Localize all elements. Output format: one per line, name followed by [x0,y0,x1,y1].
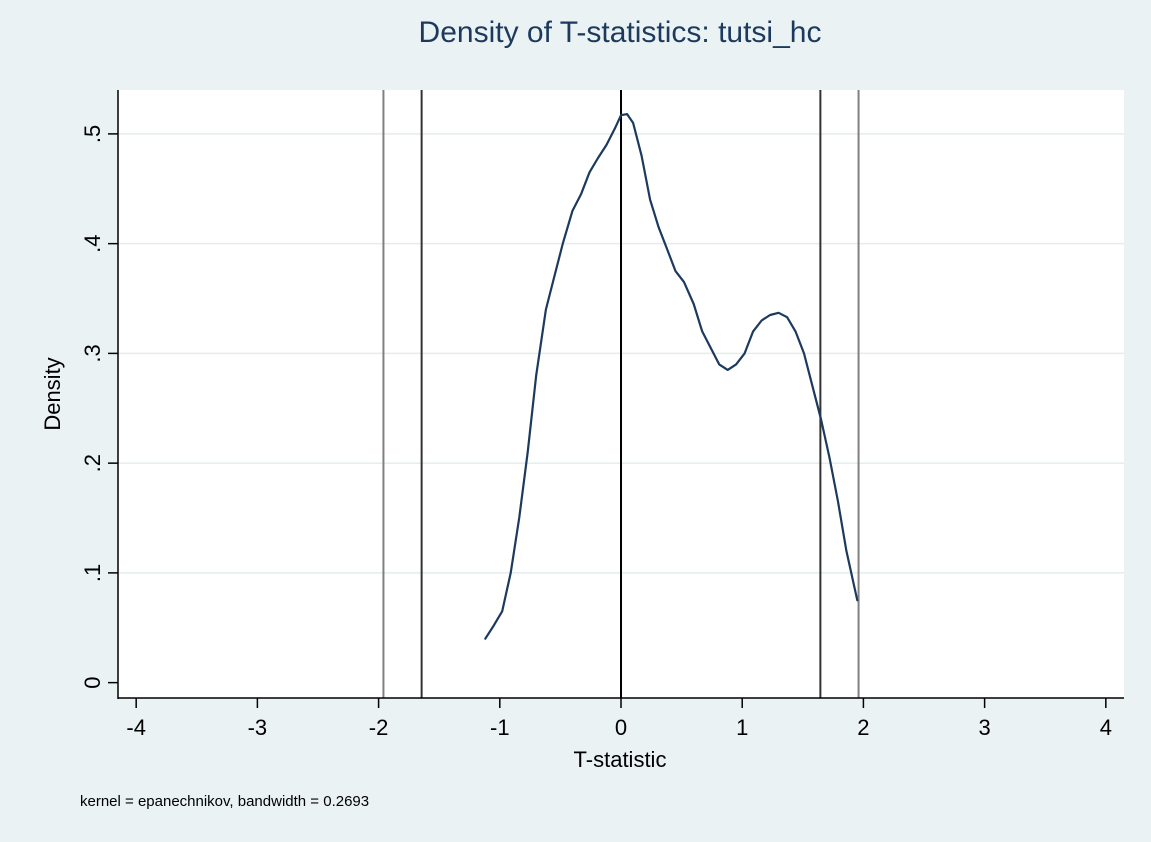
density-series [484,112,859,640]
x-tick-label-3: -1 [490,715,510,740]
x-axis-ticks: -4 -3 -2 -1 0 1 2 3 4 [126,698,1112,740]
x-tick-label-5: 1 [736,715,748,740]
x-tick-label-6: 2 [857,715,869,740]
y-tick-label-4: .4 [80,234,105,252]
reference-lines [382,90,860,698]
x-tick-label-8: 4 [1100,715,1112,740]
y-axis-ticks: 0 .1 .2 .3 .4 .5 [80,125,118,689]
kernel-note: kernel = epanechnikov, bandwidth = 0.269… [80,793,369,810]
y-axis-title: Density [40,357,65,430]
y-tick-label-3: .3 [80,344,105,362]
x-tick-label-7: 3 [978,715,990,740]
x-tick-label-0: -4 [126,715,146,740]
density-curve-0 [484,112,859,640]
y-tick-label-2: .2 [80,454,105,472]
chart-title: Density of T-statistics: tutsi_hc [419,16,822,49]
x-tick-label-4: 0 [615,715,627,740]
y-tick-label-5: .5 [80,125,105,143]
x-tick-label-2: -2 [369,715,389,740]
x-axis-title: T-statistic [574,747,667,772]
y-tick-label-1: .1 [80,564,105,582]
y-tick-label-0: 0 [80,677,105,689]
x-tick-label-1: -3 [248,715,268,740]
